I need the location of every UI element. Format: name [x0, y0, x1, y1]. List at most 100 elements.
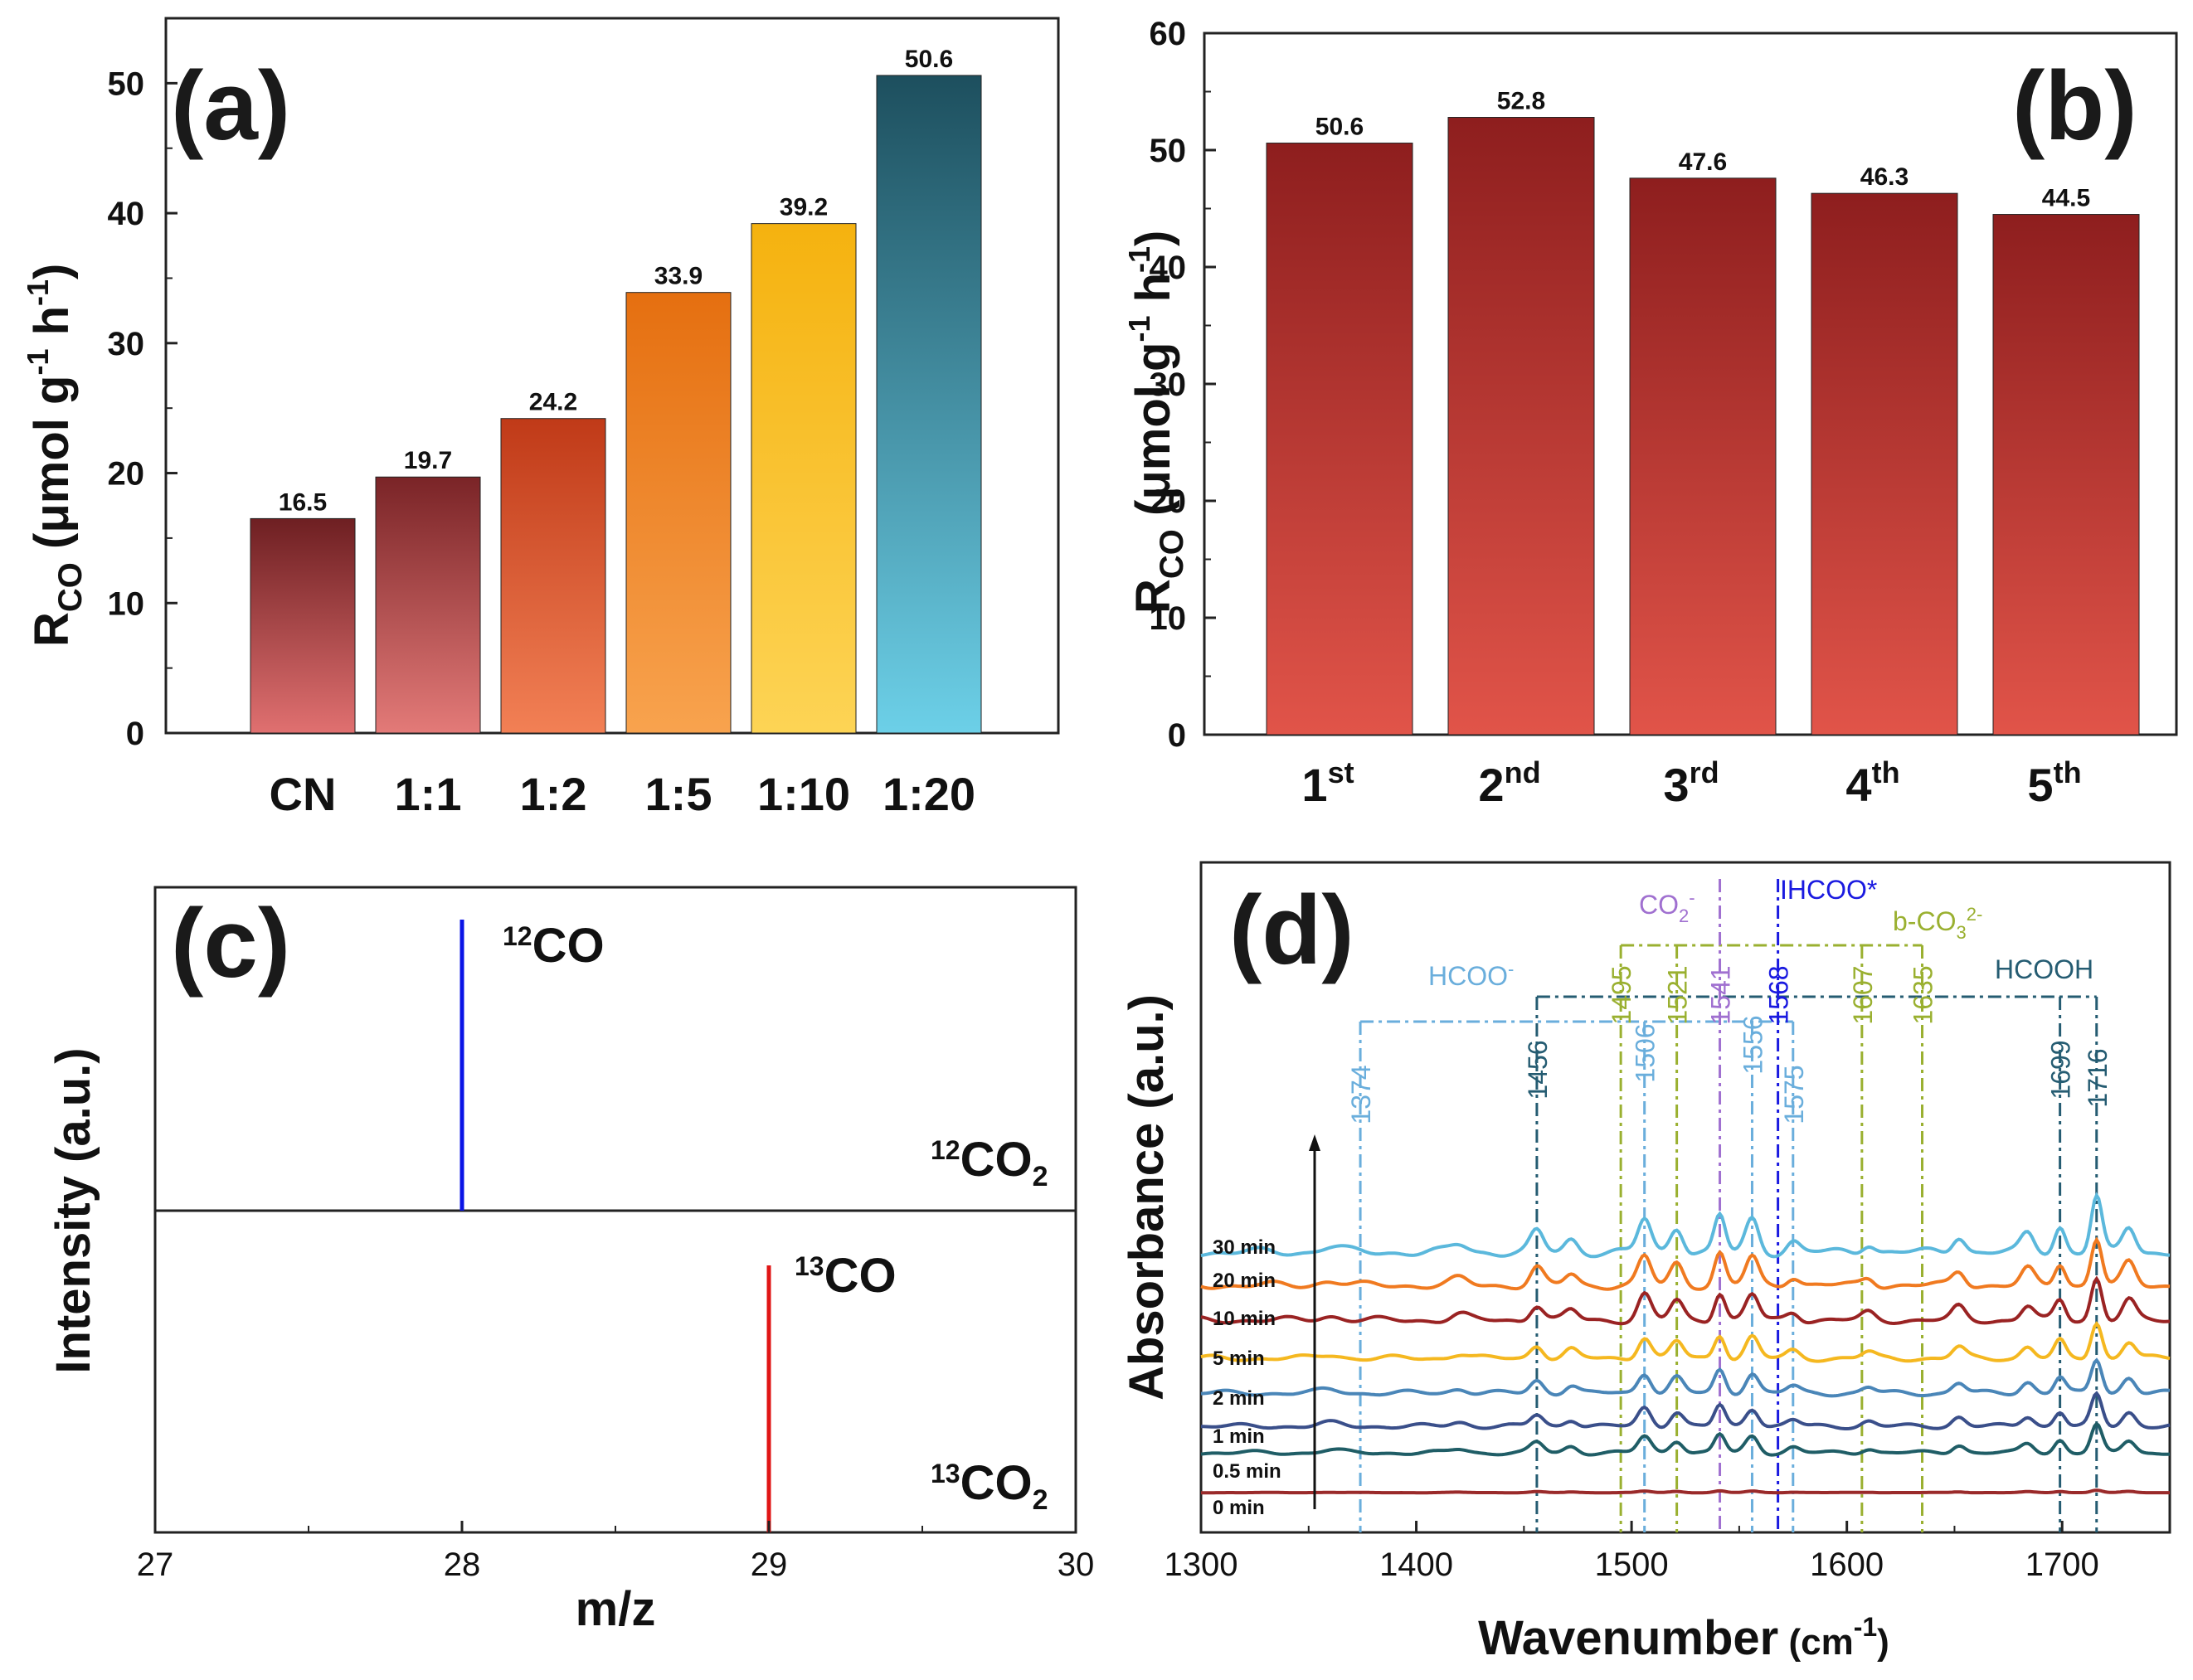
panel-a-label: (a) — [171, 51, 290, 161]
d-species-hcoo-minus: HCOO- — [1428, 959, 1514, 991]
d-peak-label-1374: 1374 — [1346, 1065, 1376, 1124]
d-series-1 — [1200, 1421, 2171, 1457]
bar-b-1 — [1447, 117, 1595, 736]
panel-c-label: (c) — [171, 889, 290, 998]
bar-a-0 — [250, 517, 356, 734]
a-ytick-label-0: 0 — [126, 716, 144, 752]
b-ytick-label-0: 0 — [1168, 717, 1186, 754]
d-peak-label-1521: 1521 — [1663, 965, 1693, 1024]
d-series-7 — [1200, 1192, 2171, 1259]
cat-b-0: 1st — [1301, 755, 1354, 811]
bar-b-4 — [1992, 214, 2140, 736]
b-ytick-label-6: 60 — [1150, 16, 1187, 52]
c-xtick-label-3: 30 — [1058, 1546, 1095, 1583]
d-xlabel: Wavenumber (cm-1) — [1478, 1611, 1889, 1665]
bar-a-5 — [876, 75, 982, 734]
d-peak-label-1716: 1716 — [2083, 1048, 2113, 1107]
panel-a-frame — [164, 17, 1060, 735]
d-time-label-0: 0 min — [1213, 1497, 1265, 1519]
panel-d: (d) 1374 1506 1556 1575 1456 1699 1716 1495 1521… — [1120, 861, 2171, 1665]
d-peak-label-1495: 1495 — [1607, 965, 1636, 1024]
panel-d-label: (d) — [1229, 876, 1354, 985]
d-xtick-label-4: 1700 — [2025, 1546, 2099, 1583]
d-peak-label-1568: 1568 — [1764, 965, 1794, 1024]
d-species-b-co3: b-CO32- — [1893, 904, 1982, 943]
bar-a-1 — [375, 476, 481, 734]
bar-a-value-2: 24.2 — [529, 389, 577, 416]
a-ytick-label-5: 50 — [108, 66, 145, 102]
d-time-label-4: 5 min — [1213, 1347, 1265, 1370]
cat-a-0: CN — [270, 768, 337, 820]
d-peak-label-1541: 1541 — [1706, 965, 1736, 1024]
a-ytick-label-2: 20 — [108, 456, 145, 493]
bar-b-value-2: 47.6 — [1679, 148, 1727, 176]
cat-a-1: 1:1 — [395, 768, 462, 820]
c-top-peak-label: 12CO — [503, 919, 605, 973]
d-peak-label-1607: 1607 — [1848, 965, 1878, 1024]
cat-b-4: 5th — [2027, 755, 2081, 811]
bar-a-2 — [500, 418, 606, 734]
d-time-label-2: 1 min — [1213, 1425, 1265, 1448]
c-xtick-label-1: 28 — [444, 1546, 481, 1583]
bar-a-value-4: 39.2 — [780, 194, 828, 221]
panel-a-ylabel: RCO (μmol g-1 h-1) — [21, 264, 89, 647]
bar-b-2 — [1629, 177, 1777, 736]
bar-b-value-4: 44.5 — [2042, 185, 2090, 212]
d-series-0 — [1201, 1488, 2170, 1495]
d-time-label-3: 2 min — [1213, 1387, 1265, 1410]
d-series-6 — [1200, 1236, 2171, 1291]
d-xtick-label-1: 1400 — [1379, 1546, 1453, 1583]
d-series-3 — [1200, 1357, 2171, 1398]
bar-a-3 — [625, 292, 732, 734]
cat-b-2: 3rd — [1663, 755, 1719, 811]
d-peak-label-1456: 1456 — [1523, 1040, 1553, 1099]
b-ytick-label-4: 40 — [1150, 250, 1187, 286]
cat-a-2: 1:2 — [520, 768, 587, 820]
c-bottom-peak-label: 13CO — [795, 1249, 897, 1303]
bar-a-value-0: 16.5 — [279, 488, 327, 516]
bar-b-value-0: 50.6 — [1315, 114, 1364, 141]
panel-a: (a) 16.5 19.7 24.2 33.9 39.2 50.6 0 10 20 30 40 50… — [21, 17, 1060, 820]
a-ytick-label-4: 40 — [108, 196, 145, 232]
d-peak-label-1506: 1506 — [1631, 1023, 1661, 1082]
d-xtick-label-2: 1500 — [1595, 1546, 1669, 1583]
d-peak-label-1556: 1556 — [1738, 1015, 1768, 1074]
panel-b: (b) 50.6 52.8 47.6 46.3 44.5 0 10 20 30 40 50 60 1… — [1122, 16, 2178, 811]
b-ytick-label-3: 30 — [1150, 367, 1187, 403]
d-series-2 — [1201, 1391, 2171, 1430]
c-xtick-label-2: 29 — [751, 1546, 788, 1583]
bar-b-0 — [1266, 143, 1413, 736]
c-bottom-gas-label: 13CO2 — [931, 1456, 1048, 1516]
cat-a-5: 1:20 — [883, 768, 975, 820]
c-xlabel: m/z — [576, 1582, 656, 1636]
d-series-5 — [1200, 1275, 2171, 1326]
d-xtick-label-3: 1600 — [1810, 1546, 1884, 1583]
d-species-co2-minus: CO2- — [1639, 887, 1695, 926]
a-ytick-label-3: 30 — [108, 326, 145, 362]
d-time-label-1: 0.5 min — [1213, 1460, 1281, 1483]
d-xtick-label-0: 1300 — [1165, 1546, 1238, 1583]
b-ytick-label-2: 20 — [1150, 483, 1187, 520]
cat-a-3: 1:5 — [645, 768, 712, 820]
bar-a-value-5: 50.6 — [905, 46, 953, 73]
bar-a-value-1: 19.7 — [404, 447, 452, 474]
b-ytick-label-5: 50 — [1150, 133, 1187, 169]
panel-b-label: (b) — [2012, 51, 2137, 161]
panel-c: (c) 27 28 29 30 12CO 12CO2 13CO 13CO2 m/z I… — [46, 886, 1095, 1636]
d-time-label-6: 20 min — [1213, 1270, 1276, 1292]
b-ytick-label-1: 10 — [1150, 600, 1187, 637]
c-ylabel: Intensity (a.u.) — [46, 1047, 100, 1373]
bar-a-4 — [751, 223, 857, 734]
c-top-gas-label: 12CO2 — [931, 1133, 1048, 1192]
bar-b-3 — [1811, 192, 1958, 736]
cat-b-3: 4th — [1845, 755, 1899, 811]
bar-b-value-1: 52.8 — [1497, 88, 1545, 115]
bar-a-value-3: 33.9 — [654, 263, 703, 290]
cat-a-4: 1:10 — [757, 768, 850, 820]
d-time-arrow-head — [1309, 1134, 1320, 1151]
d-peak-label-1635: 1635 — [1909, 965, 1938, 1024]
d-series-4 — [1200, 1321, 2171, 1363]
cat-b-1: 2nd — [1478, 755, 1540, 811]
c-xtick-label-0: 27 — [137, 1546, 174, 1583]
